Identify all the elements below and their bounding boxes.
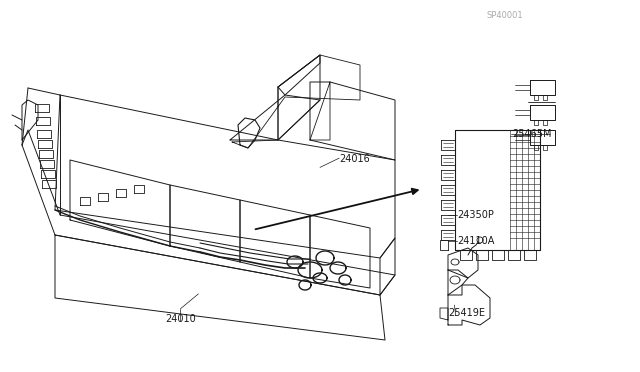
Text: 24016: 24016 [339, 154, 370, 164]
Text: 25419E: 25419E [448, 308, 485, 318]
Text: 24010: 24010 [165, 314, 196, 324]
Text: 25465M: 25465M [512, 129, 552, 139]
Text: 24110A: 24110A [458, 236, 495, 246]
Text: 24350P: 24350P [458, 210, 495, 220]
Text: SP40001: SP40001 [486, 12, 523, 20]
